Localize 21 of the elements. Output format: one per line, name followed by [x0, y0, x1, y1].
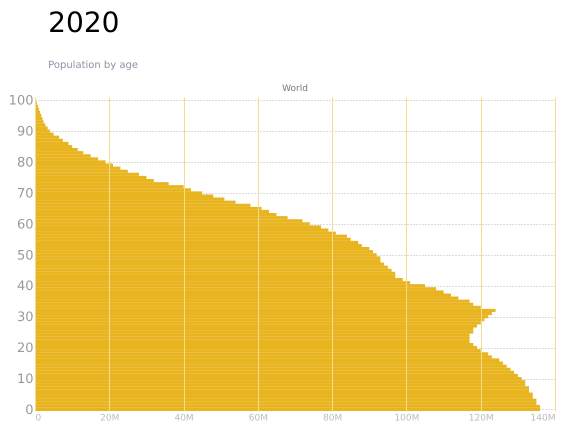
chart-subtitle: Population by age [48, 60, 138, 71]
x-tick-label: 120M [468, 414, 494, 424]
text: World [282, 84, 308, 94]
y-tick-label: 90 [16, 124, 34, 140]
x-tick-label: 100M [394, 414, 420, 424]
x-tick-label: 80M [323, 414, 342, 424]
x-tick-label: 40M [174, 414, 194, 424]
x-tick-label: 20M [100, 414, 120, 424]
y-tick-label: 100 [8, 94, 34, 109]
chart-title: 2020 [48, 6, 120, 39]
y-tick-label: 50 [16, 248, 34, 264]
y-tick-label: 80 [16, 155, 34, 170]
x-tick-label: 0 [36, 414, 42, 424]
y-tick-label: 70 [16, 186, 34, 202]
x-tick-label: 60M [248, 414, 268, 424]
y-tick-label: 20 [16, 341, 34, 356]
y-tick-label: 40 [16, 279, 34, 294]
y-tick-label: 60 [16, 217, 34, 232]
y-tick-label: 30 [16, 310, 34, 326]
y-tick-label: 10 [16, 372, 34, 388]
x-tick-label: 140M [530, 414, 556, 424]
